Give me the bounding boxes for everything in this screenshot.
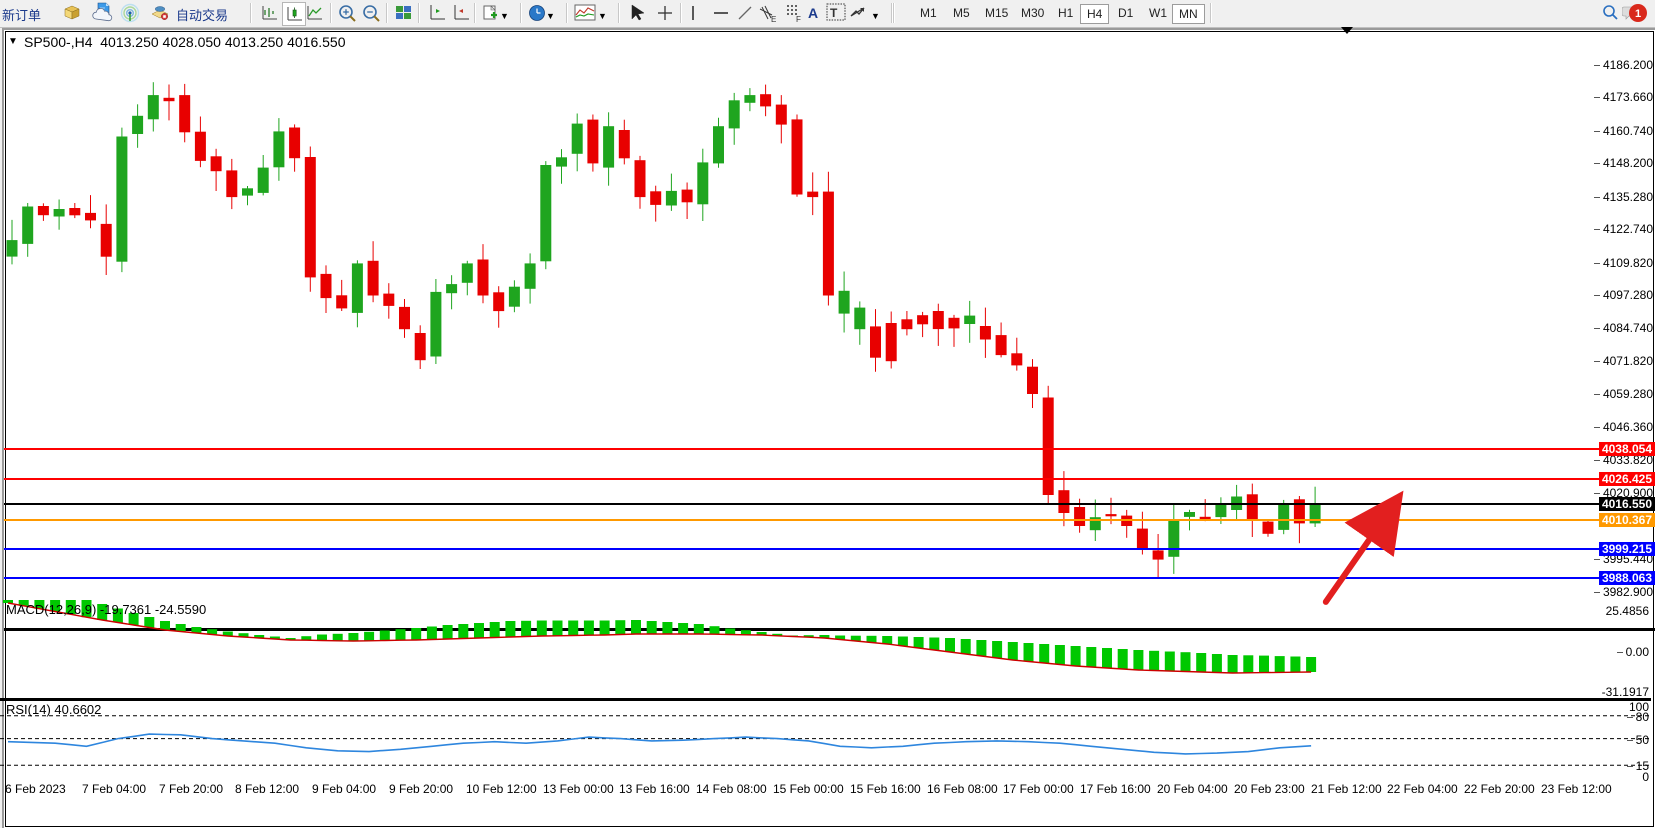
svg-text:▼: ▼ (546, 11, 555, 21)
svg-text:1: 1 (1635, 8, 1641, 20)
svg-text:▼: ▼ (598, 11, 607, 21)
svg-text:T: T (830, 6, 838, 20)
svg-text:▼: ▼ (871, 11, 880, 21)
svg-text:▼: ▼ (500, 11, 509, 21)
svg-text:E: E (771, 15, 776, 23)
svg-text:F: F (796, 15, 801, 22)
